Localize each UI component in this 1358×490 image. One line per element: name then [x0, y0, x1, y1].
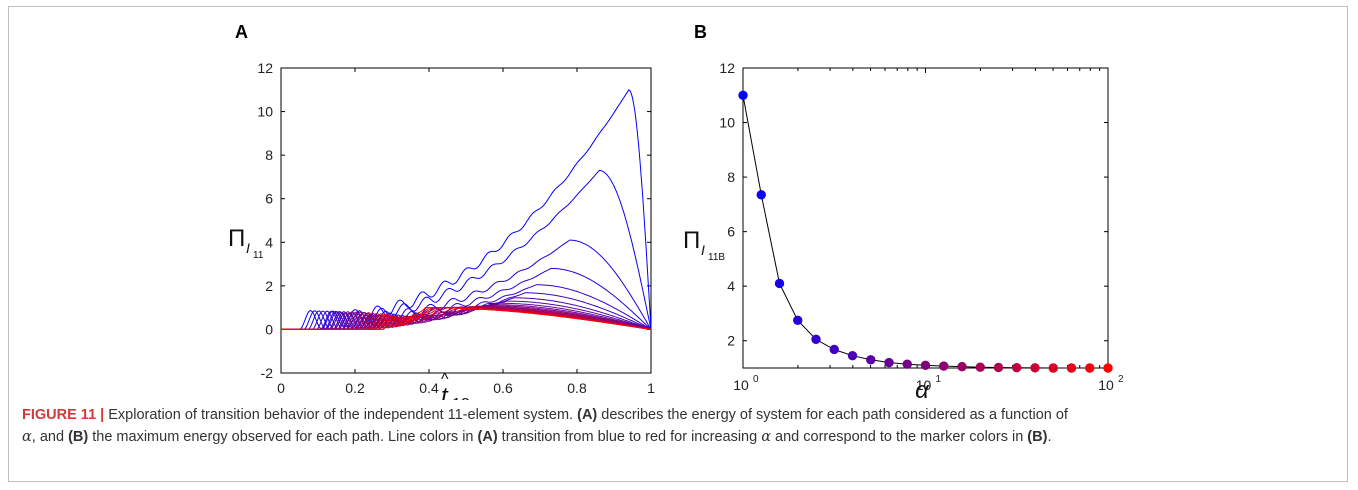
caption-text-1: Exploration of transition behavior of th… — [104, 407, 578, 423]
x-tick-label-b: 10 — [733, 377, 749, 393]
x-axis-label-a-sub: 12 — [452, 396, 470, 400]
figure-caption: FIGURE 11 | Exploration of transition be… — [22, 404, 1340, 448]
y-tick-label-a: 2 — [265, 278, 273, 294]
caption-alpha-1: α — [22, 429, 32, 445]
x-tick-label-b: 10 — [916, 377, 932, 393]
data-point-b-16 — [1012, 363, 1022, 373]
series-line-b — [742, 95, 1108, 369]
x-tick-exponent-b: 1 — [936, 374, 942, 385]
caption-text-6: and correspond to the marker colors in — [771, 429, 1028, 445]
x-tick-label-a: 0.2 — [345, 380, 365, 396]
data-point-b-15 — [993, 362, 1004, 373]
curve-a-21 — [281, 307, 652, 330]
x-axis-label-a: t — [441, 383, 449, 400]
curve-a-3 — [281, 239, 652, 330]
data-point-b-11 — [920, 360, 931, 370]
y-axis-label-a-sub: I — [246, 240, 250, 256]
data-point-b-7 — [847, 351, 858, 361]
y-axis-label-b-sub2: 11B — [708, 252, 725, 263]
y-tick-label-a: 6 — [265, 191, 273, 207]
x-axis-label-b: α — [915, 377, 930, 400]
curves-a — [281, 89, 652, 330]
data-point-b-5 — [811, 334, 821, 345]
y-tick-label-a: 12 — [257, 60, 273, 76]
chart-b: 2 4 6 8 10 12 10 0 10 1 10 2 Π I 11B α — [683, 60, 1124, 400]
data-point-b-1 — [738, 90, 748, 100]
data-point-b-14 — [975, 362, 985, 372]
y-axis-label-a: Π — [228, 225, 245, 252]
data-point-b-10 — [902, 359, 912, 369]
y-tick-label-a: 4 — [265, 234, 273, 250]
x-tick-label-a: 0 — [277, 380, 285, 396]
y-tick-label-b: 12 — [719, 60, 735, 76]
axes-box-a — [280, 67, 652, 374]
panel-a-label: A — [235, 22, 248, 42]
caption-figure-number: FIGURE 11 | — [22, 407, 105, 423]
data-point-b-6 — [829, 344, 839, 355]
y-tick-label-a: 8 — [265, 147, 273, 163]
data-point-b-3 — [774, 278, 785, 289]
caption-alpha-2: α — [761, 429, 771, 445]
x-tick-exponent-b: 0 — [753, 374, 759, 385]
x-tick-exponent-b: 2 — [1118, 374, 1124, 385]
caption-text-3: , and — [31, 429, 69, 445]
data-point-b-12 — [939, 361, 949, 371]
y-tick-label-a: 0 — [265, 321, 273, 337]
x-tick-label-a: 0.6 — [493, 380, 513, 396]
figure-frame — [8, 6, 1348, 482]
caption-ref-b-1: (B) — [68, 429, 89, 445]
y-tick-label-a: -2 — [261, 365, 274, 381]
caption-text-2: describes the energy of system for each … — [597, 407, 1068, 423]
y-tick-label-b: 6 — [727, 224, 735, 240]
data-point-b-18 — [1048, 363, 1058, 373]
caption-ref-b-2: (B) — [1027, 429, 1048, 445]
curve-a-1 — [281, 89, 652, 330]
data-point-b-13 — [957, 361, 967, 372]
caption-text-4: the maximum energy observed for each pat… — [88, 429, 478, 445]
data-point-b-8 — [866, 355, 876, 365]
caption-text-5: transition from blue to red for increasi… — [497, 429, 762, 445]
data-point-b-20 — [1085, 363, 1095, 373]
curve-a-10 — [281, 304, 652, 330]
data-point-b-2 — [756, 190, 766, 200]
y-axis-label-b-sub: I — [701, 242, 705, 258]
data-point-b-19 — [1066, 363, 1077, 373]
data-point-b-17 — [1030, 363, 1040, 373]
y-axis-label-b: Π — [683, 227, 700, 254]
x-tick-label-b: 10 — [1098, 377, 1114, 393]
caption-ref-a-2: (A) — [477, 429, 498, 445]
data-point-b-21 — [1103, 363, 1113, 373]
panel-b-label: B — [694, 22, 707, 42]
y-tick-label-b: 2 — [727, 333, 735, 349]
x-axis-label-a-hat: ^ — [441, 371, 449, 388]
x-tick-label-a: 0.4 — [419, 380, 439, 396]
curve-a-9 — [281, 302, 652, 330]
x-tick-label-a: 1 — [647, 380, 655, 396]
x-tick-label-a: 0.8 — [567, 380, 587, 396]
data-point-b-4 — [793, 315, 803, 325]
y-tick-label-b: 8 — [727, 169, 735, 185]
caption-ref-a-1: (A) — [577, 407, 598, 423]
data-point-b-9 — [884, 357, 894, 368]
y-tick-label-b: 10 — [719, 115, 735, 131]
y-axis-label-a-sub2: 11 — [253, 250, 264, 261]
caption-text-7: . — [1047, 429, 1052, 445]
y-tick-label-a: 10 — [257, 104, 273, 120]
y-tick-label-b: 4 — [727, 278, 735, 294]
curve-a-11 — [281, 305, 652, 330]
